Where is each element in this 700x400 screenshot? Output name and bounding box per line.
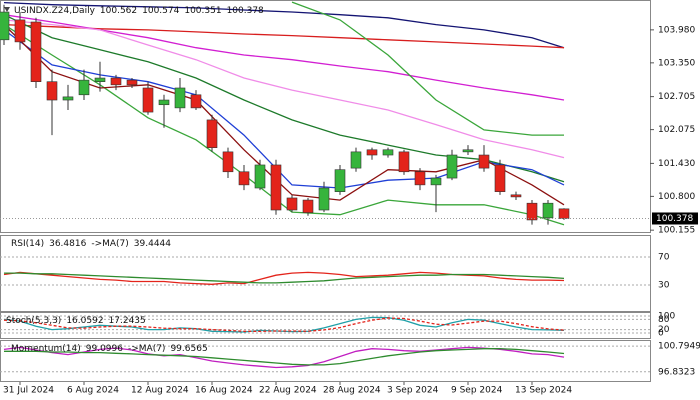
candle-body	[510, 194, 522, 198]
candle-body	[78, 79, 90, 96]
y-tick-label: 100.800	[658, 192, 695, 202]
chart-header: USINDX.Z24,Daily 100.562 100.574 100.351 100…	[14, 6, 264, 16]
y-tick-label: 103.980	[658, 25, 695, 35]
panel-icon	[4, 7, 10, 12]
series-value: 39.4444	[134, 239, 171, 249]
series-value: 17.2435	[109, 316, 146, 326]
candle-body	[206, 119, 218, 148]
moving-average-line	[3, 19, 565, 159]
x-tick-label: 9 Sep 2024	[451, 386, 503, 396]
candle-body	[190, 94, 202, 109]
panel-border	[0, 0, 651, 233]
candle-body	[430, 177, 442, 186]
y-tick-label: 100.7949	[658, 342, 700, 352]
y-tick-label: 20	[658, 325, 670, 335]
candle-body	[334, 169, 346, 192]
indicator-panel	[0, 340, 651, 382]
candle-body	[462, 149, 474, 153]
candle-body	[62, 96, 74, 101]
candle-body	[446, 154, 458, 179]
ohlc-value: 100.574	[142, 6, 179, 16]
symbol: USINDX.Z24,Daily	[14, 6, 96, 16]
candle-body	[318, 187, 330, 211]
y-tick-label: 102.705	[658, 92, 695, 102]
series-name: ->MA(7)	[91, 239, 128, 249]
indicator-line	[3, 317, 565, 332]
y-tick-label: 100	[658, 311, 675, 321]
candle-body	[126, 79, 138, 86]
candle-body	[238, 171, 250, 186]
x-tick-label: 16 Aug 2024	[195, 386, 253, 396]
candle-body	[526, 202, 538, 221]
x-tick-label: 22 Aug 2024	[259, 386, 317, 396]
y-tick-label: 80	[658, 315, 670, 325]
indicator-line	[4, 272, 565, 284]
y-tick-label: 103.350	[658, 58, 695, 68]
candle-body	[286, 197, 298, 211]
indicator-title: Stoch(5,3,3)	[6, 316, 61, 326]
indicator-header: RSI(14) 36.4816 ->MA(7) 39.4444	[11, 239, 171, 249]
x-tick-label: 13 Sep 2024	[515, 386, 572, 396]
indicator-panel	[0, 235, 651, 312]
series-value: 36.4816	[49, 239, 86, 249]
y-tick-label: 30	[658, 281, 670, 291]
candle-body	[142, 87, 154, 113]
series-name: RSI(14)	[11, 239, 44, 249]
candle-body	[478, 154, 490, 169]
y-tick-label: 70	[658, 252, 670, 262]
x-tick-label: 12 Aug 2024	[131, 386, 189, 396]
ohlc-value: 100.562	[100, 6, 137, 16]
candle-body	[270, 164, 282, 211]
candle-body	[0, 11, 10, 41]
candle-body	[158, 99, 170, 106]
candle-body	[542, 202, 554, 219]
x-tick-label: 3 Sep 2024	[387, 386, 439, 396]
x-tick-label: 6 Aug 2024	[67, 386, 119, 396]
ohlc-value: 100.351	[184, 6, 221, 16]
candle-body	[366, 149, 378, 156]
y-tick-label: 102.075	[658, 125, 695, 135]
candle-body	[382, 149, 394, 156]
candle-body	[174, 87, 186, 109]
series-value: 16.0592	[66, 316, 103, 326]
indicator-line	[4, 348, 565, 366]
candle-body	[14, 19, 26, 43]
candle-body	[254, 164, 266, 189]
ohlc-value: 100.378	[227, 6, 264, 16]
y-tick-label: 0	[658, 329, 664, 339]
y-tick-label: 101.430	[658, 159, 695, 169]
indicator-line	[3, 271, 565, 285]
candle-body	[46, 81, 58, 101]
series-value: 99.6565	[170, 344, 207, 354]
moving-average-line	[3, 1, 565, 49]
candle-body	[558, 208, 570, 219]
y-tick-label: 100.155	[658, 226, 695, 236]
moving-average-line	[3, 23, 565, 49]
candle-body	[302, 199, 314, 213]
series-name: Momentum(14)	[11, 344, 81, 354]
candle-body	[30, 21, 42, 82]
series-name: ->MA(7)	[128, 344, 165, 354]
x-tick-label: 28 Aug 2024	[323, 386, 381, 396]
indicator-header: Stoch(5,3,3) 16.0592 17.2435	[6, 316, 146, 326]
candle-body	[414, 171, 426, 186]
y-tick-label: 96.8323	[658, 367, 695, 377]
candle-body	[94, 77, 106, 82]
indicator-line	[3, 346, 565, 369]
candle-body	[222, 151, 234, 173]
candle-body	[494, 164, 506, 192]
indicator-header: Momentum(14) 99.0996 ->MA(7) 99.6565	[11, 344, 208, 354]
last-price-box	[652, 212, 698, 225]
x-tick-label: 31 Jul 2024	[3, 386, 54, 396]
moving-average-line	[291, 1, 564, 136]
candle-body	[110, 77, 122, 86]
series-value: 99.0996	[86, 344, 123, 354]
candle-body	[350, 151, 362, 169]
indicator-panel	[0, 312, 651, 339]
last-price-label: 100.378	[656, 214, 693, 224]
candle-body	[398, 151, 410, 173]
